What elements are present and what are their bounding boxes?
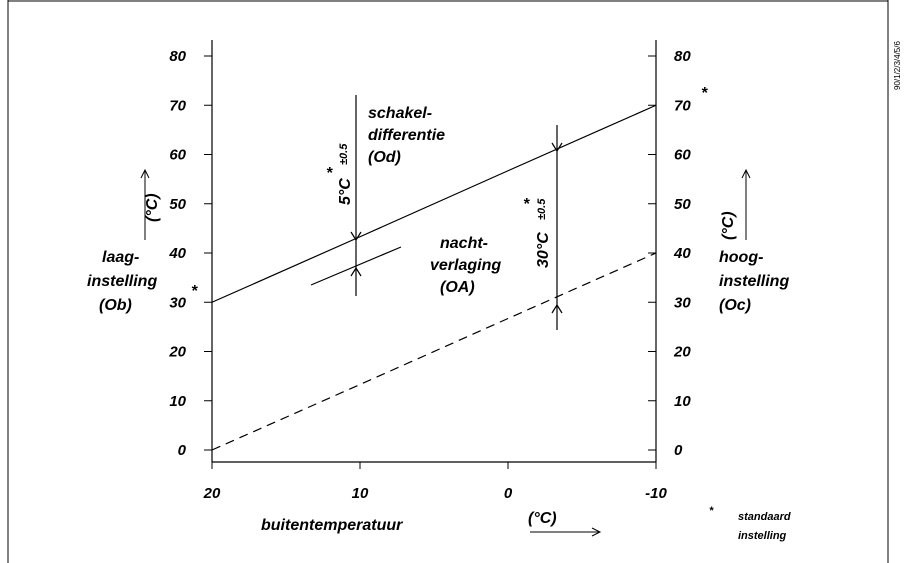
dimension-oa-arrow-bottom: [551, 303, 563, 314]
annotation-oa-line1: nacht-: [440, 235, 488, 252]
annotation-oa-line2: verlaging: [430, 257, 501, 274]
od-value: 5°C: [337, 178, 354, 205]
left-unit-label: (°C): [144, 193, 161, 222]
dimension-oa-arrow-top: [551, 142, 563, 153]
right-unit-arrow: [741, 168, 751, 240]
dimension-od-arrow-bottom: [350, 266, 362, 277]
left-unit-arrow: [140, 168, 150, 240]
x-unit-arrow: [530, 527, 602, 537]
oa-value: 30°C: [535, 232, 552, 268]
right-tick-label: 70: [674, 97, 691, 114]
series-lines: [211, 104, 657, 451]
x-tick-label: 10: [352, 485, 369, 502]
dimension-od-label: 5°C ±0.5: [337, 143, 354, 205]
right-label-line2: instelling: [719, 273, 789, 290]
left-tick-label: 10: [169, 393, 186, 410]
oa-star: *: [523, 196, 530, 213]
right-tick-label: 10: [674, 393, 691, 410]
annotation-od-line1: schakel-: [368, 105, 432, 122]
left-label-line3: (Ob): [99, 297, 132, 314]
x-tick-label: 0: [504, 485, 513, 502]
left-tick-label: 0: [178, 442, 187, 459]
left-label-line2: instelling: [87, 273, 157, 290]
annotation-od-line3: (Od): [368, 149, 401, 166]
dimension-oa-label: 30°C ±0.5: [535, 198, 552, 268]
footnote-line1: standaard: [738, 511, 791, 523]
left-tick-label: 80: [169, 48, 186, 65]
left-tick-label: 50: [169, 196, 186, 213]
series-line-solid: [211, 104, 657, 303]
dimension-oa: [551, 125, 563, 330]
dimension-od: [350, 95, 362, 296]
right-tick-label: 20: [673, 344, 691, 361]
footnote-line2: instelling: [738, 530, 787, 542]
left-label-line1: laag-: [102, 249, 139, 266]
right-tick-label: 0: [674, 442, 683, 459]
annotation-od-line2: differentie: [368, 127, 445, 144]
side-code: 90/1/2/3/4/5/6: [893, 41, 902, 90]
od-star: *: [326, 165, 333, 182]
x-tick-label: 20: [203, 485, 221, 502]
x-tick-label: -10: [645, 485, 667, 502]
od-tolerance: ±0.5: [338, 143, 350, 165]
right-tick-label: 40: [673, 245, 691, 262]
left-tick-label: 40: [168, 245, 186, 262]
svg-text:(°C): (°C): [720, 211, 737, 240]
dimension-od-arrow-top: [350, 231, 362, 242]
right-label-line3: (Oc): [719, 297, 751, 314]
svg-text:90/1/2/3/4/5/6: 90/1/2/3/4/5/6: [893, 41, 902, 90]
right-tick-labels: 0 10 20 30 40 50 60 70 80: [673, 48, 691, 459]
x-tick-labels: 20 10 0 -10: [203, 485, 668, 502]
right-tick-label: 60: [674, 147, 691, 164]
right-unit-label: (°C): [720, 211, 737, 240]
footnote-star: *: [709, 505, 714, 517]
right-star: *: [701, 85, 708, 102]
x-axis-label: buitentemperatuur: [261, 517, 403, 534]
oa-tolerance: ±0.5: [536, 198, 548, 220]
left-tick-labels: 0 10 20 30 40 50 60 70 80: [168, 48, 186, 459]
x-axis-unit: (°C): [528, 510, 557, 527]
left-tick-label: 30: [169, 294, 186, 311]
right-tick-label: 50: [674, 196, 691, 213]
annotation-oa-line3: (OA): [440, 279, 475, 296]
right-tick-label: 80: [674, 48, 691, 65]
left-star: *: [191, 283, 198, 300]
svg-text:(°C): (°C): [144, 193, 161, 222]
series-line-dashed: [211, 252, 657, 451]
left-tick-label: 60: [169, 147, 186, 164]
right-label-line1: hoog-: [719, 249, 763, 266]
left-tick-label: 20: [168, 344, 186, 361]
left-tick-label: 70: [169, 97, 186, 114]
right-tick-label: 30: [674, 294, 691, 311]
